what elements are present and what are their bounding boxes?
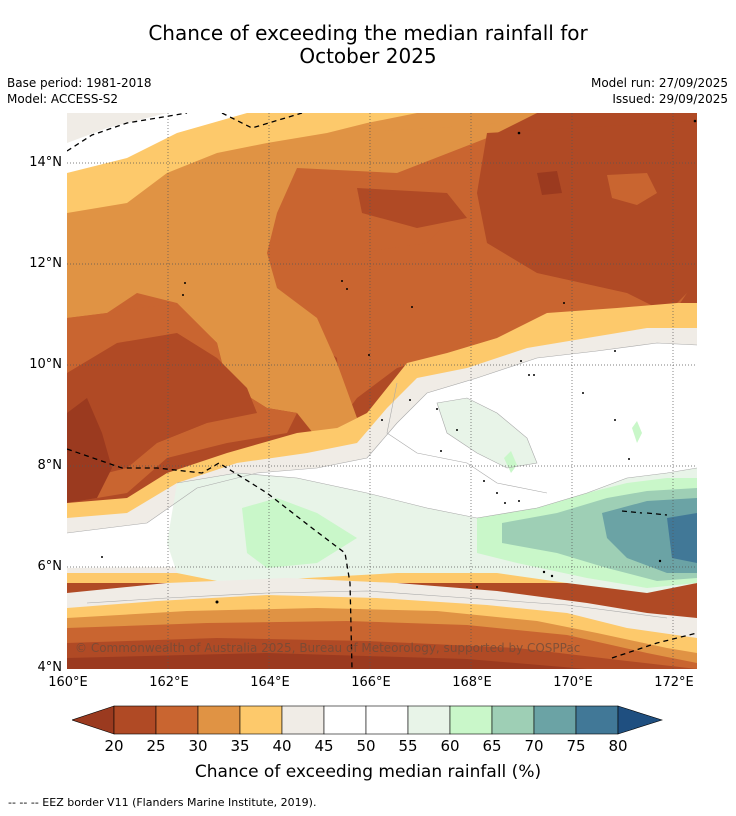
colorbar-seg-40-45 <box>281 705 325 735</box>
title-line-1: Chance of exceeding the median rainfall … <box>148 21 588 45</box>
band-30-35-north <box>67 113 537 438</box>
colorbar-seg-65-70 <box>491 705 535 735</box>
base-period: Base period: 1981-2018 <box>7 76 152 90</box>
band-75-80 <box>667 513 697 563</box>
colorbar-seg-70-75 <box>533 705 577 735</box>
lat-label-12n: 12°N <box>29 256 62 271</box>
band-60-65-dot <box>504 451 517 473</box>
band-below20-west <box>67 398 112 503</box>
cb-tick-40: 40 <box>272 737 292 755</box>
colorbar-seg-45-50 <box>323 705 367 735</box>
issued-date: Issued: 29/09/2025 <box>612 92 728 106</box>
map-svg <box>67 113 697 669</box>
forecast-map[interactable] <box>67 113 697 669</box>
colorbar-seg-50-55 <box>365 705 409 735</box>
cb-tick-80: 80 <box>608 737 628 755</box>
model-name: Model: ACCESS-S2 <box>7 92 119 106</box>
eez-footnote: -- -- -- EEZ border V11 (Flanders Marine… <box>8 796 317 809</box>
band-60-65-dot2 <box>632 421 642 443</box>
band-below20-ne <box>537 171 562 195</box>
lon-label-160e: 160°E <box>48 675 88 690</box>
cb-tick-50: 50 <box>356 737 376 755</box>
meta-right: Model run: 27/09/2025 Issued: 29/09/2025 <box>591 75 728 107</box>
cb-tick-30: 30 <box>188 737 208 755</box>
cb-tick-60: 60 <box>440 737 460 755</box>
cb-tick-55: 55 <box>398 737 418 755</box>
band-25-30-ne-patch <box>607 173 657 205</box>
cb-tick-25: 25 <box>146 737 166 755</box>
lon-label-166e: 166°E <box>351 675 391 690</box>
lon-label-172e: 172°E <box>654 675 694 690</box>
cb-tick-65: 65 <box>482 737 502 755</box>
colorbar-ticks: 20 25 30 35 40 45 50 55 60 65 70 75 80 <box>0 737 736 757</box>
cb-tick-35: 35 <box>230 737 250 755</box>
meta-left: Base period: 1981-2018 Model: ACCESS-S2 <box>7 75 152 107</box>
eez-borders <box>67 113 697 669</box>
colorbar-seg-75-80 <box>575 705 619 735</box>
colorbar <box>72 705 663 735</box>
lat-label-6n: 6°N <box>37 559 63 574</box>
band-20-25-west <box>67 333 257 483</box>
cb-tick-70: 70 <box>524 737 544 755</box>
colorbar-arrow-high <box>617 705 663 735</box>
cb-tick-45: 45 <box>314 737 334 755</box>
colorbar-seg-20-25 <box>113 705 157 735</box>
contour-lines <box>67 342 697 619</box>
model-run: Model run: 27/09/2025 <box>590 76 728 90</box>
lon-label-168e: 168°E <box>452 675 492 690</box>
colorbar-seg-60-65 <box>449 705 493 735</box>
gridlines <box>67 113 697 669</box>
lon-label-164e: 164°E <box>250 675 290 690</box>
band-below20-south <box>67 653 587 669</box>
islands <box>101 119 697 604</box>
lat-label-4n: 4°N <box>37 660 63 675</box>
band-white-nw <box>67 113 247 173</box>
title-line-2: October 2025 <box>299 44 437 68</box>
colorbar-arrow-low <box>72 705 115 735</box>
lat-label-10n: 10°N <box>29 357 62 372</box>
band-20-25-ne <box>477 121 697 313</box>
band-20-25-mid <box>357 188 467 228</box>
colorbar-seg-55-60 <box>407 705 451 735</box>
colorbar-seg-30-35 <box>197 705 241 735</box>
copyright-notice: © Commonwealth of Australia 2025, Bureau… <box>75 641 581 655</box>
lat-label-8n: 8°N <box>37 458 63 473</box>
cb-tick-20: 20 <box>104 737 124 755</box>
lat-label-14n: 14°N <box>29 155 62 170</box>
lon-label-170e: 170°E <box>553 675 593 690</box>
colorbar-seg-25-30 <box>155 705 199 735</box>
lon-label-162e: 162°E <box>149 675 189 690</box>
cb-tick-75: 75 <box>566 737 586 755</box>
band-55-60-patch <box>437 398 537 468</box>
colorbar-label: Chance of exceeding median rainfall (%) <box>194 762 542 782</box>
colorbar-seg-35-40 <box>239 705 283 735</box>
chart-title: Chance of exceeding the median rainfall … <box>0 22 736 68</box>
band-60-65-west <box>242 498 357 568</box>
